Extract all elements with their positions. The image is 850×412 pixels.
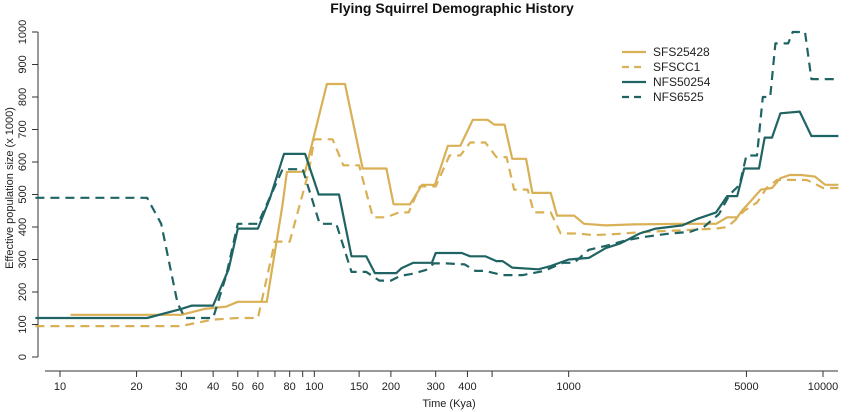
- x-tick-label: 100: [305, 381, 323, 393]
- x-tick-label: 50: [232, 381, 244, 393]
- y-tick-label: 900: [17, 55, 29, 73]
- x-tick-label: 40: [207, 381, 219, 393]
- y-tick-label: 100: [17, 315, 29, 333]
- series-line-NFS6525: [35, 30, 839, 320]
- x-tick-label: 200: [382, 381, 400, 393]
- y-tick-label: 600: [17, 153, 29, 171]
- y-axis-label: Effective population size (x 1000): [4, 107, 16, 269]
- y-tick-label: 700: [17, 120, 29, 138]
- legend-label: NFS6525: [653, 90, 704, 104]
- x-tick-label: 10: [54, 381, 66, 393]
- x-tick-label: 30: [175, 381, 187, 393]
- x-tick-label: 400: [458, 381, 476, 393]
- x-axis-label: Time (Kya): [422, 398, 475, 410]
- y-tick-label: 800: [17, 88, 29, 106]
- y-tick-label: 500: [17, 185, 29, 203]
- chart-title: Flying Squirrel Demographic History: [330, 0, 574, 16]
- y-tick-label: 300: [17, 250, 29, 268]
- y-tick-label: 200: [17, 283, 29, 301]
- series-group: [35, 30, 839, 328]
- x-tick-label: 300: [427, 381, 445, 393]
- x-tick-label: 5000: [734, 381, 758, 393]
- y-tick-label: 400: [17, 218, 29, 236]
- x-tick-label: 10000: [808, 381, 839, 393]
- legend-label: SFS25428: [653, 45, 710, 59]
- x-tick-label: 150: [350, 381, 368, 393]
- series-line-SFS25428: [70, 82, 839, 316]
- x-tick-label: 1000: [556, 381, 580, 393]
- y-tick-label: 0: [17, 354, 29, 360]
- axes: 10 20 30 40 50 60 80 100 150 200 300 400 1000 5000 100…: [17, 20, 838, 393]
- y-tick-label: 1000: [17, 20, 29, 44]
- legend-label: SFSCC1: [653, 60, 701, 74]
- legend-label: NFS50254: [653, 75, 711, 89]
- x-tick-label: 80: [284, 381, 296, 393]
- x-tick-label: 20: [130, 381, 142, 393]
- series-line-SFSCC1: [35, 138, 839, 328]
- x-tick-label: 60: [252, 381, 264, 393]
